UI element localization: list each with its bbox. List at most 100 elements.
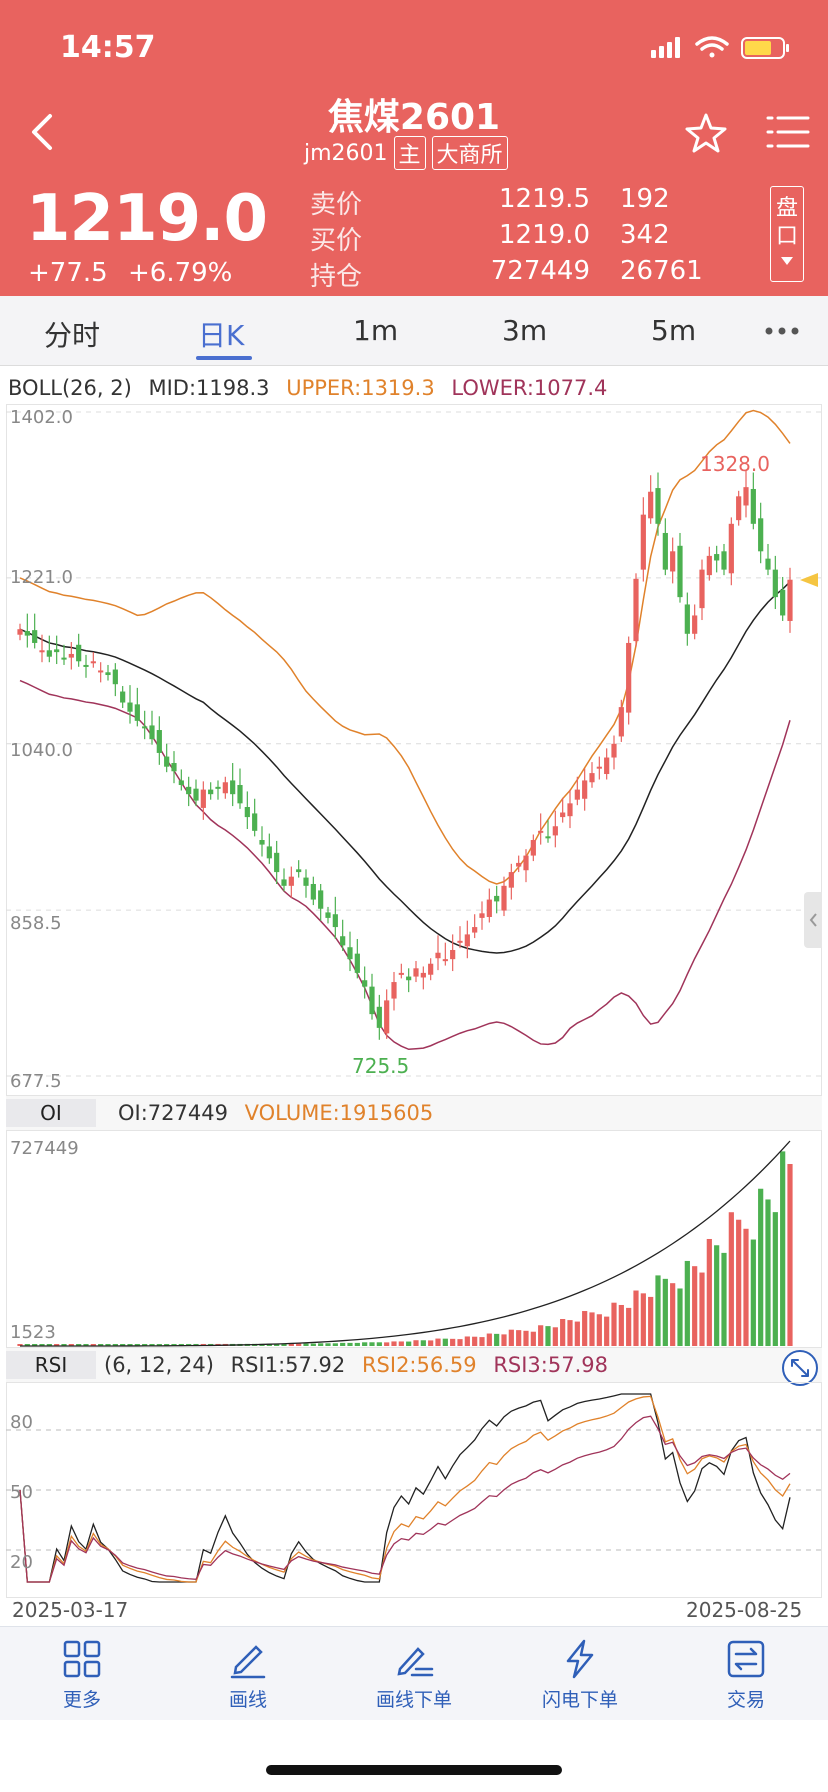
candle-body bbox=[750, 488, 756, 524]
volume-bar bbox=[750, 1239, 756, 1346]
candle-body bbox=[736, 496, 742, 521]
candle-body bbox=[61, 657, 67, 660]
nav-flash-order[interactable]: 闪电下单 bbox=[520, 1627, 640, 1721]
volume-bar bbox=[274, 1343, 280, 1346]
more-dots-icon[interactable] bbox=[764, 326, 800, 336]
volume-bar bbox=[545, 1326, 551, 1346]
nav-more[interactable]: 更多 bbox=[22, 1627, 142, 1721]
volume-bar bbox=[464, 1336, 470, 1346]
candlestick-chart[interactable] bbox=[6, 404, 822, 1096]
candle-body bbox=[780, 589, 786, 616]
volume-bar bbox=[76, 1344, 82, 1346]
nav-draw-order[interactable]: 画线下单 bbox=[354, 1627, 474, 1721]
price-change-pct: +6.79% bbox=[128, 258, 233, 288]
oi-y-top: 727449 bbox=[10, 1138, 79, 1159]
volume-bar bbox=[567, 1320, 573, 1346]
draw-order-icon bbox=[397, 1647, 434, 1677]
back-icon[interactable] bbox=[28, 112, 58, 152]
candle-body bbox=[200, 789, 206, 808]
active-tab-indicator bbox=[196, 356, 252, 360]
volume-bar bbox=[611, 1302, 617, 1346]
candle-body bbox=[24, 631, 30, 636]
candle-body bbox=[222, 782, 228, 794]
status-icons bbox=[651, 36, 789, 59]
candle-body bbox=[684, 604, 690, 634]
order-book-toggle[interactable]: 盘口 bbox=[770, 186, 804, 282]
tab-timeshare[interactable]: 分时 bbox=[44, 319, 101, 352]
candle-body bbox=[413, 968, 419, 977]
wifi-icon bbox=[695, 36, 729, 58]
volume-bar bbox=[105, 1343, 111, 1346]
oi-y-bottom: 1523 bbox=[10, 1322, 56, 1343]
volume-bar bbox=[413, 1340, 419, 1346]
candle-body bbox=[574, 789, 580, 800]
candle-body bbox=[376, 1006, 382, 1028]
volume-bar bbox=[354, 1342, 360, 1346]
candle-body bbox=[164, 756, 170, 767]
candle-body bbox=[758, 518, 764, 552]
candle-body bbox=[765, 558, 771, 570]
volume-bar bbox=[743, 1228, 749, 1346]
candle-body bbox=[259, 840, 265, 845]
candle-body bbox=[516, 862, 522, 867]
volume-bar bbox=[692, 1266, 698, 1346]
order-book-label: 盘口 bbox=[775, 196, 798, 249]
oi-frame bbox=[6, 1130, 822, 1348]
candle-body bbox=[457, 940, 463, 943]
rsi-chart[interactable] bbox=[6, 1382, 822, 1598]
candle-body bbox=[230, 780, 236, 795]
volume-bar bbox=[17, 1344, 23, 1346]
volume-bar bbox=[90, 1343, 96, 1346]
volume-bar bbox=[714, 1245, 720, 1346]
chevron-left-icon bbox=[809, 913, 817, 927]
tab-5m[interactable]: 5m bbox=[651, 314, 697, 347]
y-tick-858: 858.5 bbox=[10, 913, 62, 934]
expand-icon[interactable] bbox=[780, 1348, 820, 1388]
candle-body bbox=[523, 855, 529, 871]
trade-icon bbox=[727, 1640, 765, 1678]
candle-body bbox=[626, 642, 632, 713]
candle-body bbox=[46, 650, 52, 657]
bottom-nav: 更多 画线 画线下单 闪电下单 交易 bbox=[0, 1626, 828, 1720]
candle-body bbox=[604, 757, 610, 775]
volume-bar bbox=[156, 1343, 162, 1346]
candle-body bbox=[545, 836, 551, 839]
volume-bar bbox=[32, 1344, 38, 1346]
tab-3m[interactable]: 3m bbox=[502, 314, 548, 347]
tab-1m[interactable]: 1m bbox=[353, 314, 399, 347]
volume-bar bbox=[98, 1343, 104, 1346]
candle-body bbox=[772, 569, 778, 598]
volume-bar bbox=[684, 1260, 690, 1346]
volume-bar bbox=[61, 1344, 67, 1346]
candle-body bbox=[354, 953, 360, 973]
candle-body bbox=[208, 789, 214, 795]
volume-bar bbox=[24, 1344, 30, 1346]
candle-body bbox=[706, 555, 712, 576]
volume-bar bbox=[171, 1343, 177, 1346]
nav-trade[interactable]: 交易 bbox=[686, 1627, 806, 1721]
menu-icon[interactable] bbox=[766, 114, 810, 150]
volume-bar bbox=[398, 1341, 404, 1346]
rsi-legend: (6, 12, 24) RSI1:57.92 RSI2:56.59 RSI3:5… bbox=[104, 1353, 608, 1377]
rsi-indicator-selector[interactable]: RSI bbox=[6, 1351, 96, 1379]
star-icon[interactable] bbox=[684, 112, 728, 154]
volume-bar bbox=[46, 1344, 52, 1346]
oi-volume-chart[interactable] bbox=[6, 1130, 822, 1348]
home-indicator bbox=[266, 1765, 562, 1775]
candle-body bbox=[640, 514, 646, 570]
volume-bar bbox=[347, 1342, 353, 1346]
oi-indicator-selector[interactable]: OI bbox=[6, 1099, 96, 1127]
tab-daily-k[interactable]: 日K bbox=[198, 319, 245, 352]
candle-body bbox=[450, 949, 456, 960]
volume-bar bbox=[68, 1344, 74, 1346]
candle-body bbox=[347, 947, 353, 960]
exchange-badge: 大商所 bbox=[431, 136, 508, 170]
volume-bar bbox=[296, 1343, 302, 1346]
candle-body bbox=[420, 972, 426, 978]
nav-draw-line[interactable]: 画线 bbox=[188, 1627, 308, 1721]
candle-body bbox=[178, 780, 184, 786]
candle-body bbox=[743, 487, 749, 506]
candle-body bbox=[538, 830, 544, 833]
high-price-label: 1328.0 bbox=[700, 452, 770, 476]
side-drawer-handle[interactable] bbox=[804, 892, 822, 948]
